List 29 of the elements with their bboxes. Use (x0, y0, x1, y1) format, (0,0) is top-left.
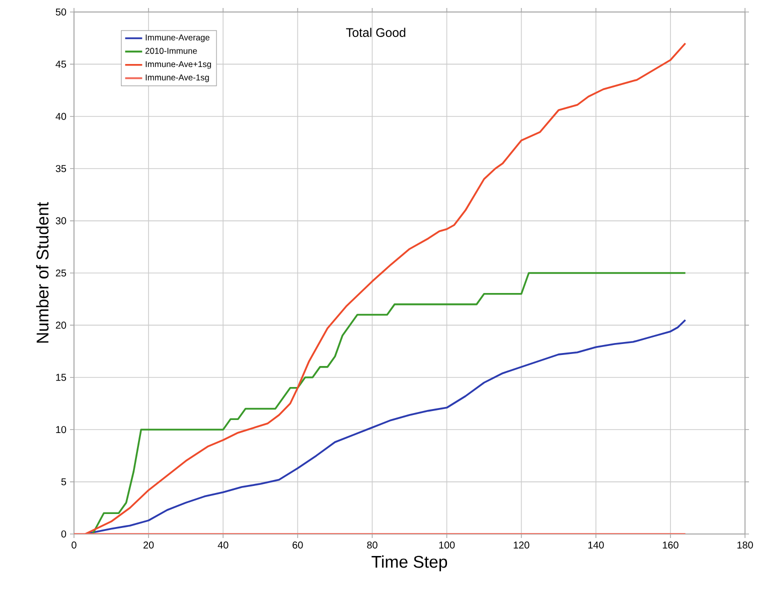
y-tick-label: 5 (61, 478, 66, 486)
y-axis-title: Number of Student (36, 202, 49, 343)
y-tick-label: 40 (56, 112, 66, 120)
y-tick-label: 0 (61, 530, 66, 538)
x-tick-label: 140 (588, 542, 604, 549)
y-tick-label: 25 (56, 269, 66, 277)
x-tick-label: 60 (292, 542, 303, 549)
x-tick-label: 40 (218, 542, 228, 549)
y-tick-label: 50 (56, 8, 66, 16)
y-tick-label: 10 (56, 426, 66, 434)
text: Total Good (346, 28, 406, 37)
legend-label: Immune-Ave-1sg (146, 74, 209, 82)
y-tick-label: 30 (56, 217, 66, 224)
x-tick-label: 80 (367, 542, 378, 549)
y-tick-label: 15 (56, 374, 66, 381)
y-tick-label: 35 (56, 165, 66, 172)
line-series (84, 42, 686, 534)
x-tick-label: 0 (72, 542, 76, 549)
x-tick-label: 100 (439, 542, 455, 549)
x-tick-label: 20 (144, 542, 154, 549)
x-tick-label: 120 (514, 542, 530, 549)
legend-label: 2010-Immune (145, 48, 197, 54)
y-tick-label: 45 (56, 60, 66, 68)
legend-label: Immune-Ave+1sg (146, 61, 211, 69)
legend-label: Immune-Average (146, 34, 210, 42)
x-tick-label: 160 (662, 542, 678, 549)
x-tick-label: 180 (737, 542, 753, 549)
x-axis-title: Time Step (372, 555, 448, 572)
y-tick-label: 20 (56, 322, 66, 329)
